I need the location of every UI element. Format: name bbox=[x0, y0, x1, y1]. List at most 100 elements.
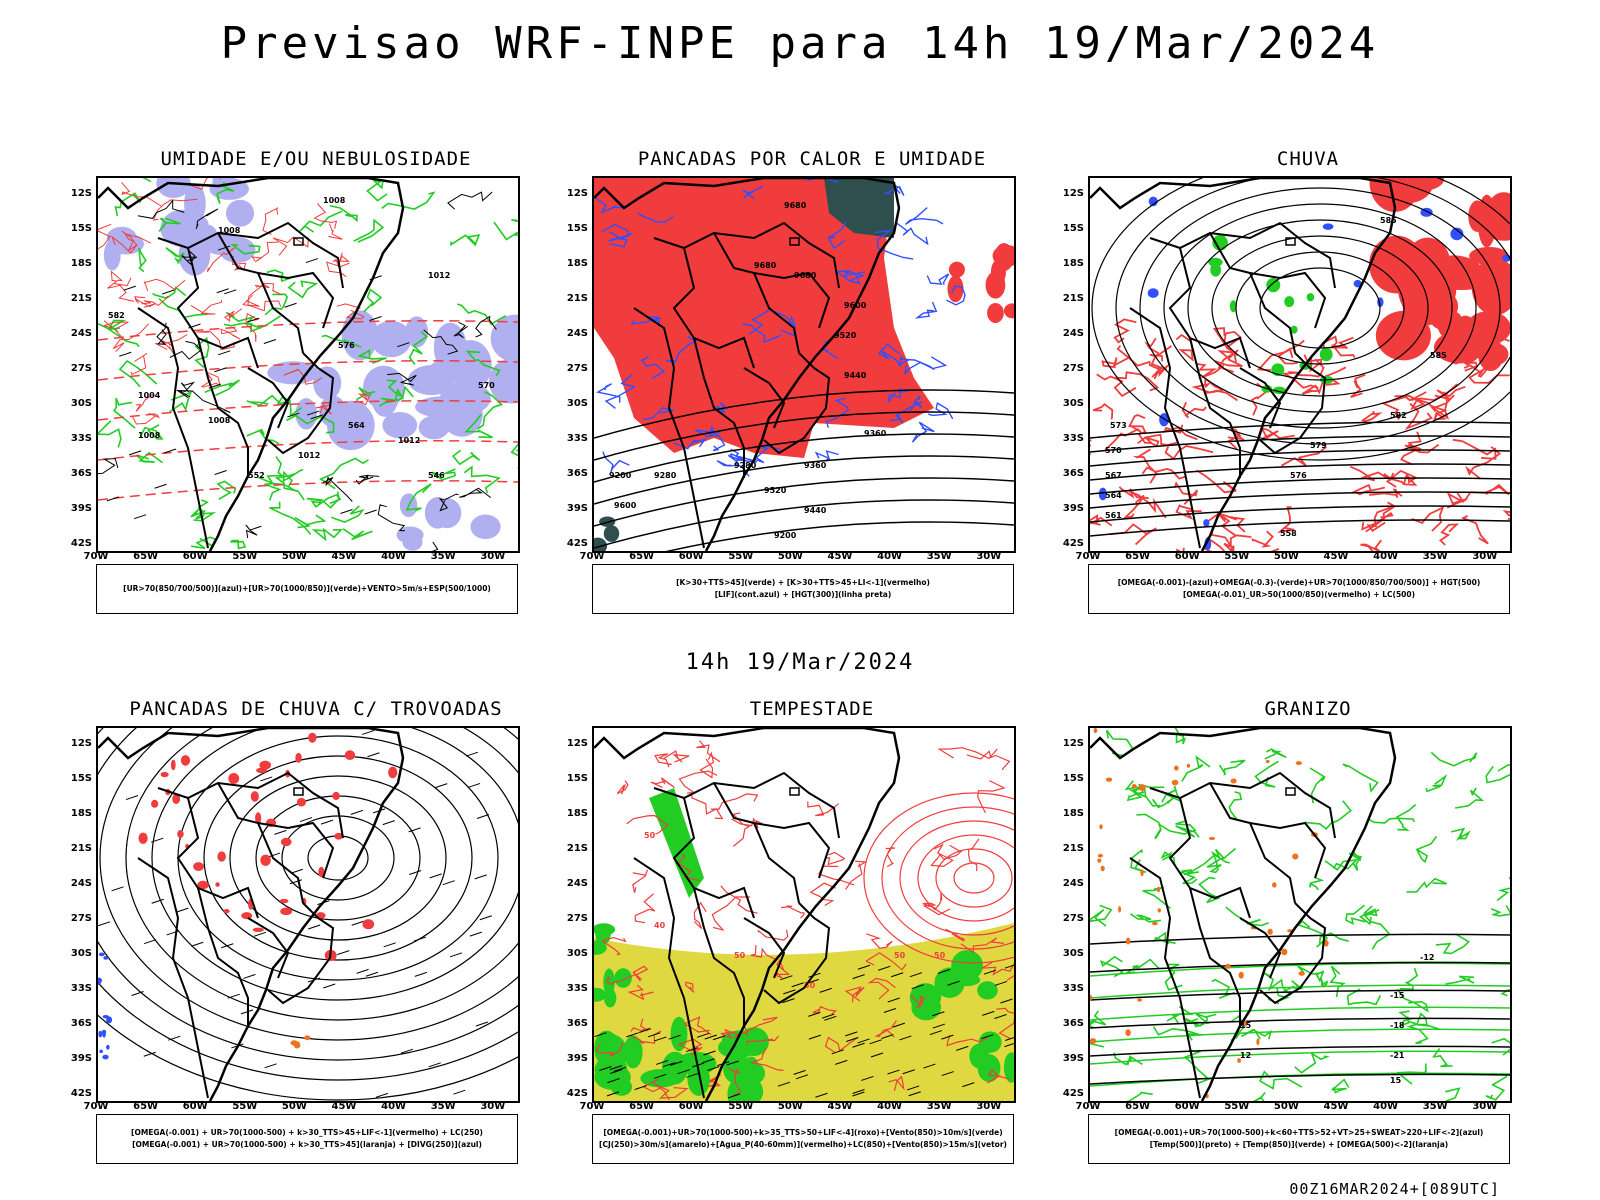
storm-area-red bbox=[138, 832, 148, 844]
map-canvas: 9680968096809600952094409360928092009600… bbox=[594, 178, 1014, 551]
divergence-blue bbox=[101, 1029, 107, 1035]
rain-area-red bbox=[1436, 272, 1488, 291]
hgt-500-contour bbox=[1090, 421, 1510, 439]
wind-vector bbox=[782, 998, 795, 1004]
pressure-contour bbox=[447, 191, 493, 210]
wind-vector bbox=[365, 971, 379, 977]
precipitable-water-contour bbox=[946, 1034, 988, 1047]
rain-area-red bbox=[1433, 331, 1485, 364]
wind-vector bbox=[218, 350, 231, 356]
contour-label: 573 bbox=[1110, 421, 1127, 430]
omega-area-orange bbox=[1272, 882, 1277, 888]
wind-vector bbox=[869, 1039, 882, 1045]
legend-box: [K>30+TTS>45](verde) + [K>30+TTS>45+LI<-… bbox=[592, 564, 1014, 614]
humidity-contour-green bbox=[113, 397, 136, 429]
hgt-500-contour bbox=[1187, 219, 1453, 397]
precipitable-water-contour bbox=[654, 753, 672, 768]
latitude-tick-label: 27S bbox=[1062, 913, 1084, 924]
wind-vector bbox=[249, 525, 262, 531]
wind-vector bbox=[626, 1032, 639, 1038]
longitude-tick-label: 50W bbox=[777, 551, 803, 562]
rain-area-red bbox=[1463, 364, 1491, 378]
longitude-tick-label: 45W bbox=[1323, 1101, 1349, 1112]
longitude-tick-label: 65W bbox=[629, 1101, 655, 1112]
humidity-contour-green bbox=[139, 424, 164, 440]
latitude-tick-label: 15S bbox=[70, 223, 92, 234]
latitude-tick-label: 36S bbox=[1062, 1018, 1084, 1029]
pressure-contour bbox=[431, 541, 439, 551]
wind-vector bbox=[106, 496, 120, 502]
longitude-tick-label: 40W bbox=[381, 1101, 407, 1112]
rain-area-red bbox=[1151, 364, 1169, 380]
country-border bbox=[217, 232, 304, 354]
map-canvas: -12 -15 -18 -21 15 15 12 bbox=[1090, 728, 1510, 1101]
omega-area-orange bbox=[1118, 906, 1122, 913]
thickness-red bbox=[336, 303, 365, 320]
rain-area-red bbox=[1471, 258, 1510, 316]
hgt-500-contour bbox=[1090, 449, 1510, 467]
lifted-index-contour bbox=[889, 401, 923, 424]
country-border bbox=[267, 902, 335, 1005]
contour-label: -15 bbox=[1390, 991, 1405, 1000]
wind-vector bbox=[307, 410, 320, 416]
country-border bbox=[1259, 352, 1327, 455]
wind-vector bbox=[704, 1034, 717, 1040]
temp-850-contour bbox=[1490, 905, 1510, 917]
temp-850-contour bbox=[1445, 1087, 1461, 1101]
panel-chuva: CHUVA 585 585 582 579 576 573 570 567 564 561 558 12… bbox=[1048, 148, 1538, 628]
thickness-red bbox=[143, 278, 186, 292]
brasilia-marker bbox=[789, 237, 800, 246]
thickness-red bbox=[262, 207, 279, 235]
omega-area-orange bbox=[1295, 761, 1302, 766]
thickness-red bbox=[113, 277, 135, 302]
wind-vector bbox=[908, 1091, 921, 1097]
rain-area-blue bbox=[1203, 519, 1210, 527]
wind-vector bbox=[383, 942, 396, 948]
wind-vector bbox=[824, 1015, 837, 1021]
lifted-index-contour bbox=[946, 285, 966, 306]
rain-area-red bbox=[1460, 514, 1489, 545]
pressure-contour bbox=[438, 493, 459, 512]
country-border bbox=[693, 337, 745, 478]
contour-label: 40 bbox=[654, 921, 666, 930]
longitude-tick-label: 45W bbox=[331, 551, 357, 562]
wind-area-green bbox=[649, 788, 704, 898]
precipitable-water-contour bbox=[600, 936, 627, 956]
thickness-red bbox=[141, 295, 170, 307]
lifted-index-contour bbox=[883, 184, 905, 196]
legend-box: [OMEGA(-0.001) + UR>70(1000-500) + k>30_… bbox=[96, 1114, 518, 1164]
country-border bbox=[1189, 887, 1241, 1028]
rain-area-red bbox=[1369, 488, 1403, 499]
humidity-area-blue bbox=[382, 411, 418, 439]
humidity-contour-green bbox=[287, 280, 319, 299]
longitude-tick-label: 40W bbox=[877, 1101, 903, 1112]
storm-area-red bbox=[180, 755, 191, 766]
contour-label: 9680 bbox=[794, 271, 817, 280]
wind-vector bbox=[685, 1047, 699, 1053]
rain-area-red bbox=[1375, 310, 1431, 361]
precipitable-water-contour bbox=[781, 905, 805, 919]
latitude-tick-label: 12S bbox=[70, 188, 92, 199]
thickness-contour bbox=[98, 400, 518, 421]
humidity-contour-green bbox=[264, 482, 297, 501]
wind-vector bbox=[780, 975, 793, 981]
lifted-index-contour bbox=[604, 373, 636, 409]
rain-area-red bbox=[1175, 504, 1202, 520]
temp-850-contour bbox=[1240, 1028, 1273, 1040]
wind-vector bbox=[845, 1031, 858, 1037]
contour-label: 9440 bbox=[804, 506, 827, 515]
country-border bbox=[1249, 271, 1327, 329]
rain-area-red bbox=[1411, 505, 1445, 532]
divergence-blue bbox=[98, 1030, 103, 1038]
latitude-tick-label: 12S bbox=[70, 738, 92, 749]
latitude-tick-label: 12S bbox=[1062, 738, 1084, 749]
precipitable-water-contour bbox=[605, 974, 636, 986]
humidity-contour-green bbox=[405, 483, 432, 512]
wind-vector bbox=[852, 974, 865, 980]
contour-label: 9360 bbox=[864, 429, 887, 438]
country-border bbox=[1209, 782, 1296, 904]
hgt-300-contour bbox=[594, 477, 1014, 527]
pressure-contour bbox=[322, 476, 353, 502]
contour-label: 9360 bbox=[804, 461, 827, 470]
rain-area-blue bbox=[1148, 196, 1158, 207]
